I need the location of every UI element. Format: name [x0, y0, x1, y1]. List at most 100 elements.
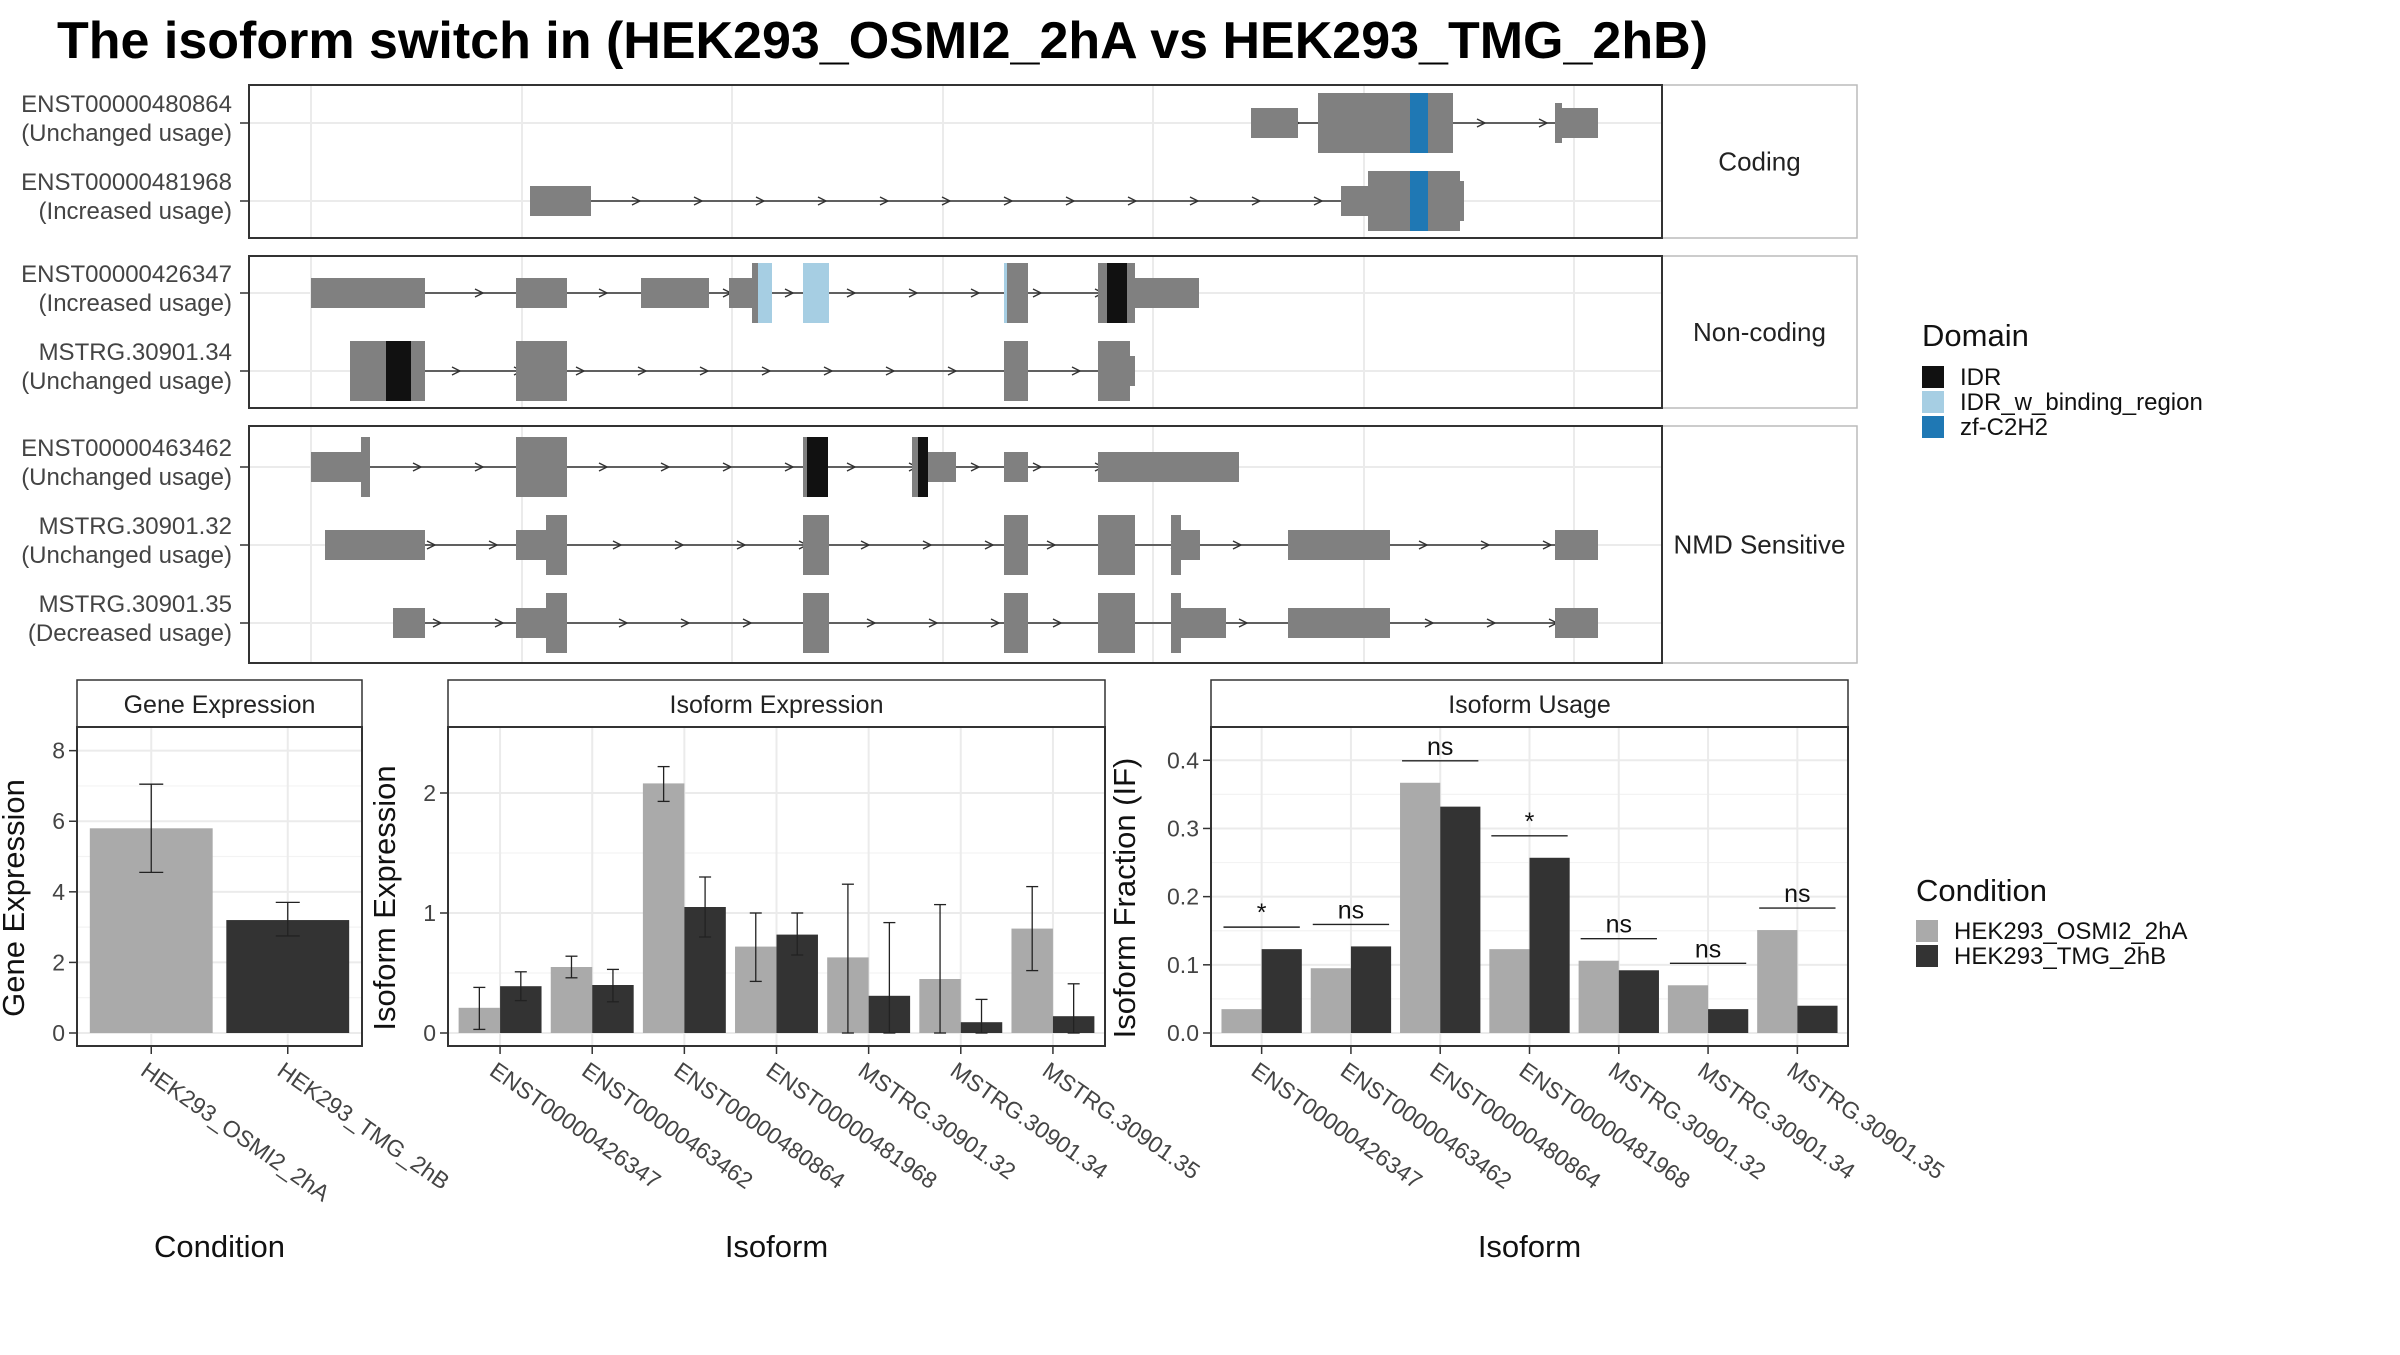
exon — [393, 608, 425, 638]
bar — [1350, 946, 1392, 1033]
exon — [1555, 103, 1562, 143]
bar — [1667, 985, 1709, 1033]
bar-charts: Gene Expression02468HEK293_OSMI2_2hAHEK2… — [0, 679, 1949, 1264]
intron-arrow — [761, 366, 772, 376]
domain-legend-label: IDR — [1960, 364, 2001, 391]
intron-arrow — [866, 618, 877, 628]
intron-arrow — [1251, 196, 1262, 206]
y-tick-label: 0 — [423, 1020, 436, 1046]
facet-title: Isoform Usage — [1448, 691, 1611, 719]
intron-arrow — [693, 196, 704, 206]
exon — [1004, 515, 1028, 575]
intron-arrow — [947, 366, 958, 376]
exon — [1098, 593, 1135, 653]
intron-arrow — [1418, 540, 1429, 550]
exon — [1368, 93, 1410, 153]
domain-segment — [758, 263, 772, 323]
exon — [729, 278, 752, 308]
exon — [1555, 530, 1598, 560]
exon — [516, 278, 567, 308]
exon — [1171, 593, 1181, 653]
exon — [1004, 341, 1028, 401]
intron-arrow — [660, 462, 671, 472]
exon — [1562, 108, 1598, 138]
intron-arrow — [922, 540, 933, 550]
y-tick-label: 0.3 — [1167, 815, 1199, 841]
exon — [1251, 108, 1298, 138]
intron-arrow — [846, 462, 857, 472]
exon — [1098, 263, 1107, 323]
bar — [642, 783, 685, 1033]
intron-arrow — [426, 540, 437, 550]
exon — [546, 515, 567, 575]
domain-legend-key — [1922, 391, 1944, 413]
exon — [1341, 186, 1368, 216]
x-tick-label: MSTRG.30901.34 — [1693, 1057, 1860, 1185]
intron-arrow — [1032, 462, 1043, 472]
isoform-usage-label: (Increased usage) — [39, 198, 232, 225]
bar — [1400, 782, 1441, 1033]
exon — [912, 437, 918, 497]
plot-panel-border — [76, 726, 363, 1047]
domain-segment — [807, 437, 828, 497]
exon — [928, 452, 956, 482]
intron-arrow — [1476, 118, 1487, 128]
y-tick-label: 4 — [52, 879, 65, 905]
intron-arrow — [1032, 288, 1043, 298]
x-axis-title: Condition — [154, 1229, 285, 1264]
exon — [350, 341, 386, 401]
bar — [1757, 930, 1798, 1033]
isoform-id-label: MSTRG.30901.35 — [39, 591, 232, 618]
facet-title: Gene Expression — [124, 691, 316, 719]
condition-legend-label: HEK293_OSMI2_2hA — [1954, 918, 2187, 945]
intron-arrow — [970, 288, 981, 298]
x-tick-label: ENST00000481968 — [762, 1057, 942, 1194]
domain-legend-title: Domain — [1922, 318, 2029, 353]
isoform-id-label: ENST00000426347 — [21, 261, 232, 288]
domain-legend-label: zf-C2H2 — [1960, 414, 2048, 441]
isoform-id-label: MSTRG.30901.34 — [39, 339, 232, 366]
exon — [803, 515, 829, 575]
intron-arrow — [1480, 540, 1491, 550]
x-tick-label: MSTRG.30901.35 — [1038, 1057, 1205, 1185]
strip-label: NMD Sensitive — [1674, 530, 1846, 560]
intron-arrow — [1065, 196, 1076, 206]
exon — [1318, 93, 1368, 153]
exon — [1171, 515, 1181, 575]
strip — [1661, 255, 1858, 409]
intron-arrow — [680, 618, 691, 628]
isoform-id-label: ENST00000463462 — [21, 435, 232, 462]
intron-arrow — [1189, 196, 1200, 206]
intron-arrow — [474, 462, 485, 472]
y-axis-title: Gene Expression — [0, 779, 31, 1017]
strip-label: Coding — [1718, 147, 1800, 177]
intron-arrow — [451, 366, 462, 376]
y-tick-label: 1 — [423, 900, 436, 926]
y-tick-label: 0.0 — [1167, 1020, 1199, 1046]
exon — [361, 437, 370, 497]
domain-segment — [386, 341, 411, 401]
bar — [1221, 1009, 1262, 1033]
y-tick-label: 0 — [52, 1020, 65, 1046]
exon — [1428, 171, 1460, 231]
bar — [1310, 968, 1351, 1033]
exon — [516, 608, 546, 638]
exon — [1288, 608, 1390, 638]
x-tick-label: ENST00000463462 — [577, 1057, 757, 1194]
domain-segment — [1410, 93, 1428, 153]
significance-label: ns — [1695, 935, 1721, 963]
x-tick-label: MSTRG.30901.32 — [1604, 1057, 1771, 1185]
intron-arrow — [598, 462, 609, 472]
exon — [546, 593, 567, 653]
isoform-usage-label: (Unchanged usage) — [21, 542, 232, 569]
intron-arrow — [784, 462, 795, 472]
y-tick-label: 0.1 — [1167, 952, 1199, 978]
intron-arrow — [984, 540, 995, 550]
isoform-usage-label: (Unchanged usage) — [21, 120, 232, 147]
significance-label: * — [1525, 808, 1535, 836]
x-tick-label: MSTRG.30901.34 — [946, 1057, 1113, 1185]
intron-arrow — [488, 540, 499, 550]
